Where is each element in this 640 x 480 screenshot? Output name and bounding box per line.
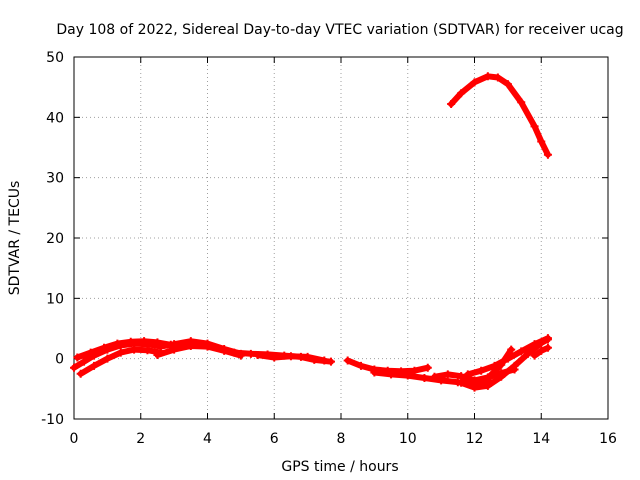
data-point (220, 346, 229, 355)
data-point (517, 347, 526, 356)
data-point (483, 72, 492, 81)
data-point (143, 346, 152, 355)
x-tick-label: 2 (136, 431, 145, 447)
data-point (510, 361, 519, 370)
data-point (303, 352, 312, 361)
data-point (230, 348, 239, 357)
data-point (477, 366, 486, 375)
data-point (483, 373, 492, 382)
x-axis-title: GPS time / hours (281, 459, 398, 475)
x-tick-label: 6 (270, 431, 279, 447)
y-tick-label: 50 (46, 50, 64, 66)
data-point (73, 353, 82, 362)
data-point (70, 363, 78, 372)
data-point (80, 357, 89, 366)
x-tick-label: 14 (532, 431, 550, 447)
y-tick-label: 0 (55, 352, 64, 368)
y-axis-title: SDTVAR / TECUs (7, 181, 23, 296)
data-point (507, 345, 516, 354)
data-point (530, 351, 539, 360)
axis-ticks: 0 2 4 6 8 10 12 14 16 -10 0 10 20 30 40 50 (41, 50, 617, 447)
data-point (470, 381, 479, 390)
data-point (430, 372, 439, 381)
data-point (343, 356, 352, 365)
data-point (493, 73, 502, 82)
data-point (86, 348, 95, 357)
series-arc-14 (447, 72, 552, 159)
data-point (543, 150, 552, 159)
data-point (153, 338, 162, 347)
data-point (286, 352, 295, 361)
data-point (517, 98, 526, 107)
data-point (423, 363, 432, 372)
data-point (320, 356, 329, 365)
data-point (357, 361, 366, 370)
data-point (447, 100, 456, 109)
data-point (457, 378, 466, 387)
data-point (116, 348, 125, 357)
data-point (497, 372, 506, 381)
data-point (153, 351, 162, 360)
x-tick-label: 12 (466, 431, 484, 447)
y-tick-label: 40 (46, 110, 64, 126)
series-line (471, 346, 515, 389)
x-tick-label: 10 (399, 431, 417, 447)
data-point (370, 368, 379, 377)
data-point (203, 342, 212, 351)
data-point (483, 381, 492, 390)
data-point (387, 370, 396, 379)
y-tick-label: 10 (46, 291, 64, 307)
data-point (537, 346, 546, 355)
x-tick-label: 16 (599, 431, 617, 447)
data-point (326, 357, 335, 366)
data-point (170, 345, 179, 354)
data-point (103, 354, 112, 363)
chart-title: Day 108 of 2022, Sidereal Day-to-day VTE… (56, 22, 623, 38)
x-tick-label: 4 (203, 431, 212, 447)
data-point (543, 343, 552, 352)
data-point (543, 334, 552, 343)
data-point (100, 343, 109, 352)
data-point (246, 349, 255, 358)
data-point (497, 360, 506, 369)
series-arc-3 (76, 345, 165, 378)
data-point (166, 340, 175, 349)
data-point (410, 366, 419, 375)
x-tick-label: 8 (337, 431, 346, 447)
data-point (90, 361, 99, 370)
data-point (270, 353, 279, 362)
series-arc-13 (530, 343, 552, 360)
data-point (530, 340, 539, 349)
y-tick-label: 30 (46, 171, 64, 187)
data-point (463, 370, 472, 379)
data-point (537, 137, 546, 146)
series-arc-2 (73, 337, 175, 362)
data-point (457, 89, 466, 98)
y-tick-label: -10 (41, 412, 64, 428)
series-line (448, 73, 551, 158)
x-tick-label: 0 (70, 431, 79, 447)
data-point (443, 370, 452, 379)
y-tick-label: 20 (46, 231, 64, 247)
data-point (126, 337, 135, 346)
data-point (140, 337, 149, 346)
series-arc-6 (253, 351, 329, 365)
data-point (530, 122, 539, 131)
data-point (403, 371, 412, 380)
data-point (186, 341, 195, 350)
series-arc-12 (470, 345, 516, 390)
data-point (253, 351, 262, 360)
data-point (503, 80, 512, 89)
data-point (130, 345, 139, 354)
data-point (470, 78, 479, 87)
data-point (420, 373, 429, 382)
data-point (113, 339, 122, 348)
series-group (70, 72, 552, 392)
data-point (76, 369, 85, 378)
